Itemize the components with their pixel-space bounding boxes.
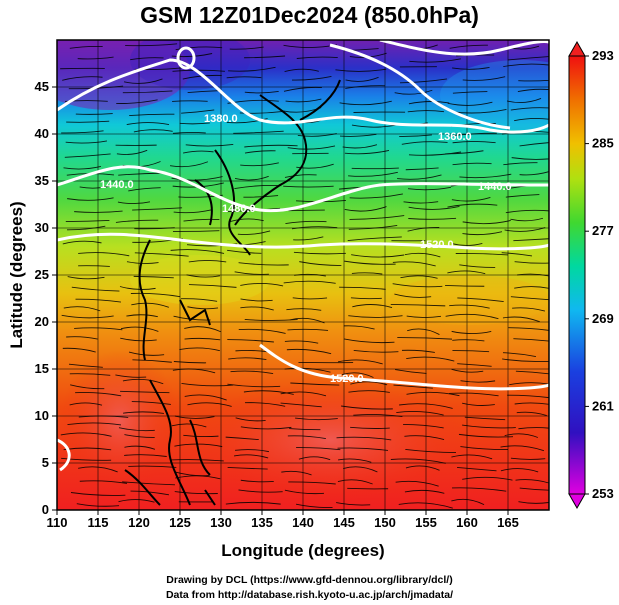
y-tick-label: 40 xyxy=(35,126,49,141)
plot-svg: 1380.0 1440.0 1480.0 1520.0 1440.0 1520.… xyxy=(7,39,614,560)
x-tick-label: 165 xyxy=(497,515,519,530)
height-contours xyxy=(57,40,549,472)
colorbar: 293 285 277 269 261 253 xyxy=(568,40,614,510)
credit-line-2: Data from http://database.rish.kyoto-u.a… xyxy=(165,589,454,601)
y-tick-label: 15 xyxy=(35,361,49,376)
x-tick-label: 135 xyxy=(251,515,273,530)
svg-text:1360.0: 1360.0 xyxy=(438,131,472,143)
x-axis: 110 115 120 125 130 135 140 145 150 155 160 165 xyxy=(47,510,519,530)
credit-line-1: Drawing by DCL (https://www.gfd-dennou.o… xyxy=(166,574,453,586)
contour-labels: 1380.0 1440.0 1480.0 1520.0 1440.0 1520.… xyxy=(100,113,512,385)
x-axis-label: Longitude (degrees) xyxy=(221,541,384,560)
colorbar-tick-label: 293 xyxy=(592,48,614,63)
x-tick-label: 115 xyxy=(88,515,109,530)
x-tick-label: 140 xyxy=(292,515,314,530)
svg-text:1440.0: 1440.0 xyxy=(100,179,134,191)
x-tick-label: 155 xyxy=(415,515,437,530)
y-tick-label: 0 xyxy=(42,502,49,517)
svg-text:1520.0: 1520.0 xyxy=(420,239,454,251)
colorbar-tick-label: 285 xyxy=(592,136,614,151)
y-tick-label: 20 xyxy=(35,314,49,329)
y-tick-label: 45 xyxy=(35,79,49,94)
x-tick-label: 110 xyxy=(47,515,68,530)
x-tick-label: 160 xyxy=(456,515,478,530)
svg-text:1440.0: 1440.0 xyxy=(478,181,512,193)
svg-text:1380.0: 1380.0 xyxy=(204,113,238,125)
y-tick-label: 25 xyxy=(35,267,49,282)
x-tick-label: 150 xyxy=(374,515,396,530)
y-tick-label: 10 xyxy=(35,408,49,423)
y-axis: 0 5 10 15 20 25 30 35 40 45 xyxy=(35,79,57,517)
y-axis-label: Latitude (degrees) xyxy=(7,201,26,348)
y-tick-label: 5 xyxy=(42,455,49,470)
y-tick-label: 30 xyxy=(35,220,49,235)
x-tick-label: 145 xyxy=(333,515,355,530)
colorbar-max-arrow xyxy=(568,40,586,57)
colorbar-min-arrow xyxy=(568,493,586,510)
colorbar-tick-label: 269 xyxy=(592,311,614,326)
colorbar-tick-label: 277 xyxy=(592,223,614,238)
x-tick-label: 125 xyxy=(169,515,191,530)
temperature-field: 1380.0 1440.0 1480.0 1520.0 1440.0 1520.… xyxy=(57,40,549,510)
colorbar-tick-label: 261 xyxy=(592,398,614,413)
colorbar-tick-label: 253 xyxy=(592,486,614,501)
chart-title: GSM 12Z01Dec2024 (850.0hPa) xyxy=(140,2,479,28)
y-tick-label: 35 xyxy=(35,173,49,188)
x-tick-label: 130 xyxy=(210,515,232,530)
svg-text:1520.0: 1520.0 xyxy=(330,373,364,385)
x-tick-label: 120 xyxy=(128,515,150,530)
svg-text:1480.0: 1480.0 xyxy=(222,203,256,215)
